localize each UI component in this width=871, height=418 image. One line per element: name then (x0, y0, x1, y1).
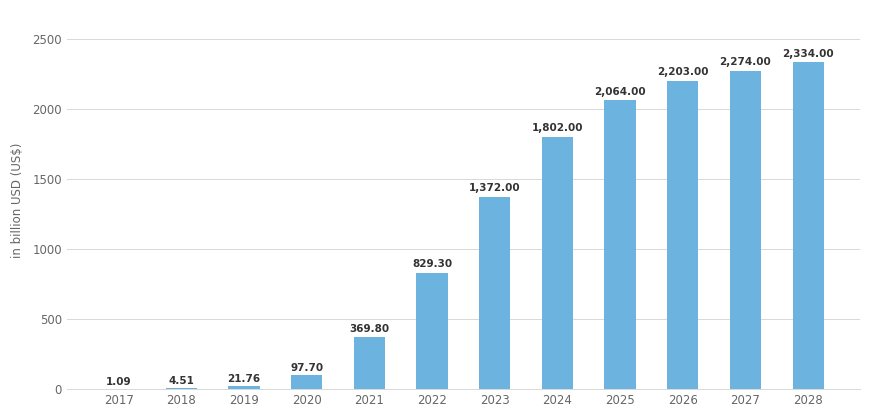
Text: 369.80: 369.80 (349, 324, 389, 334)
Text: 2,334.00: 2,334.00 (782, 49, 834, 59)
Bar (542, 137, 573, 389)
Text: 2,203.00: 2,203.00 (657, 67, 708, 77)
Bar (667, 81, 699, 389)
Text: 1,372.00: 1,372.00 (469, 184, 521, 194)
Y-axis label: in billion USD (US$): in billion USD (US$) (11, 143, 24, 258)
Bar (479, 197, 510, 389)
Bar (604, 100, 636, 389)
Text: 21.76: 21.76 (227, 374, 260, 384)
Bar (730, 71, 761, 389)
Text: 97.70: 97.70 (290, 363, 323, 373)
Text: 1,802.00: 1,802.00 (531, 123, 584, 133)
Bar (793, 62, 824, 389)
Bar (291, 375, 322, 389)
Text: 2,274.00: 2,274.00 (719, 57, 772, 67)
Bar (228, 386, 260, 389)
Text: 4.51: 4.51 (168, 376, 194, 386)
Bar (354, 337, 385, 389)
Text: 2,064.00: 2,064.00 (594, 87, 646, 97)
Text: 829.30: 829.30 (412, 260, 452, 270)
Bar (165, 388, 197, 389)
Bar (416, 273, 448, 389)
Text: 1.09: 1.09 (106, 377, 132, 387)
